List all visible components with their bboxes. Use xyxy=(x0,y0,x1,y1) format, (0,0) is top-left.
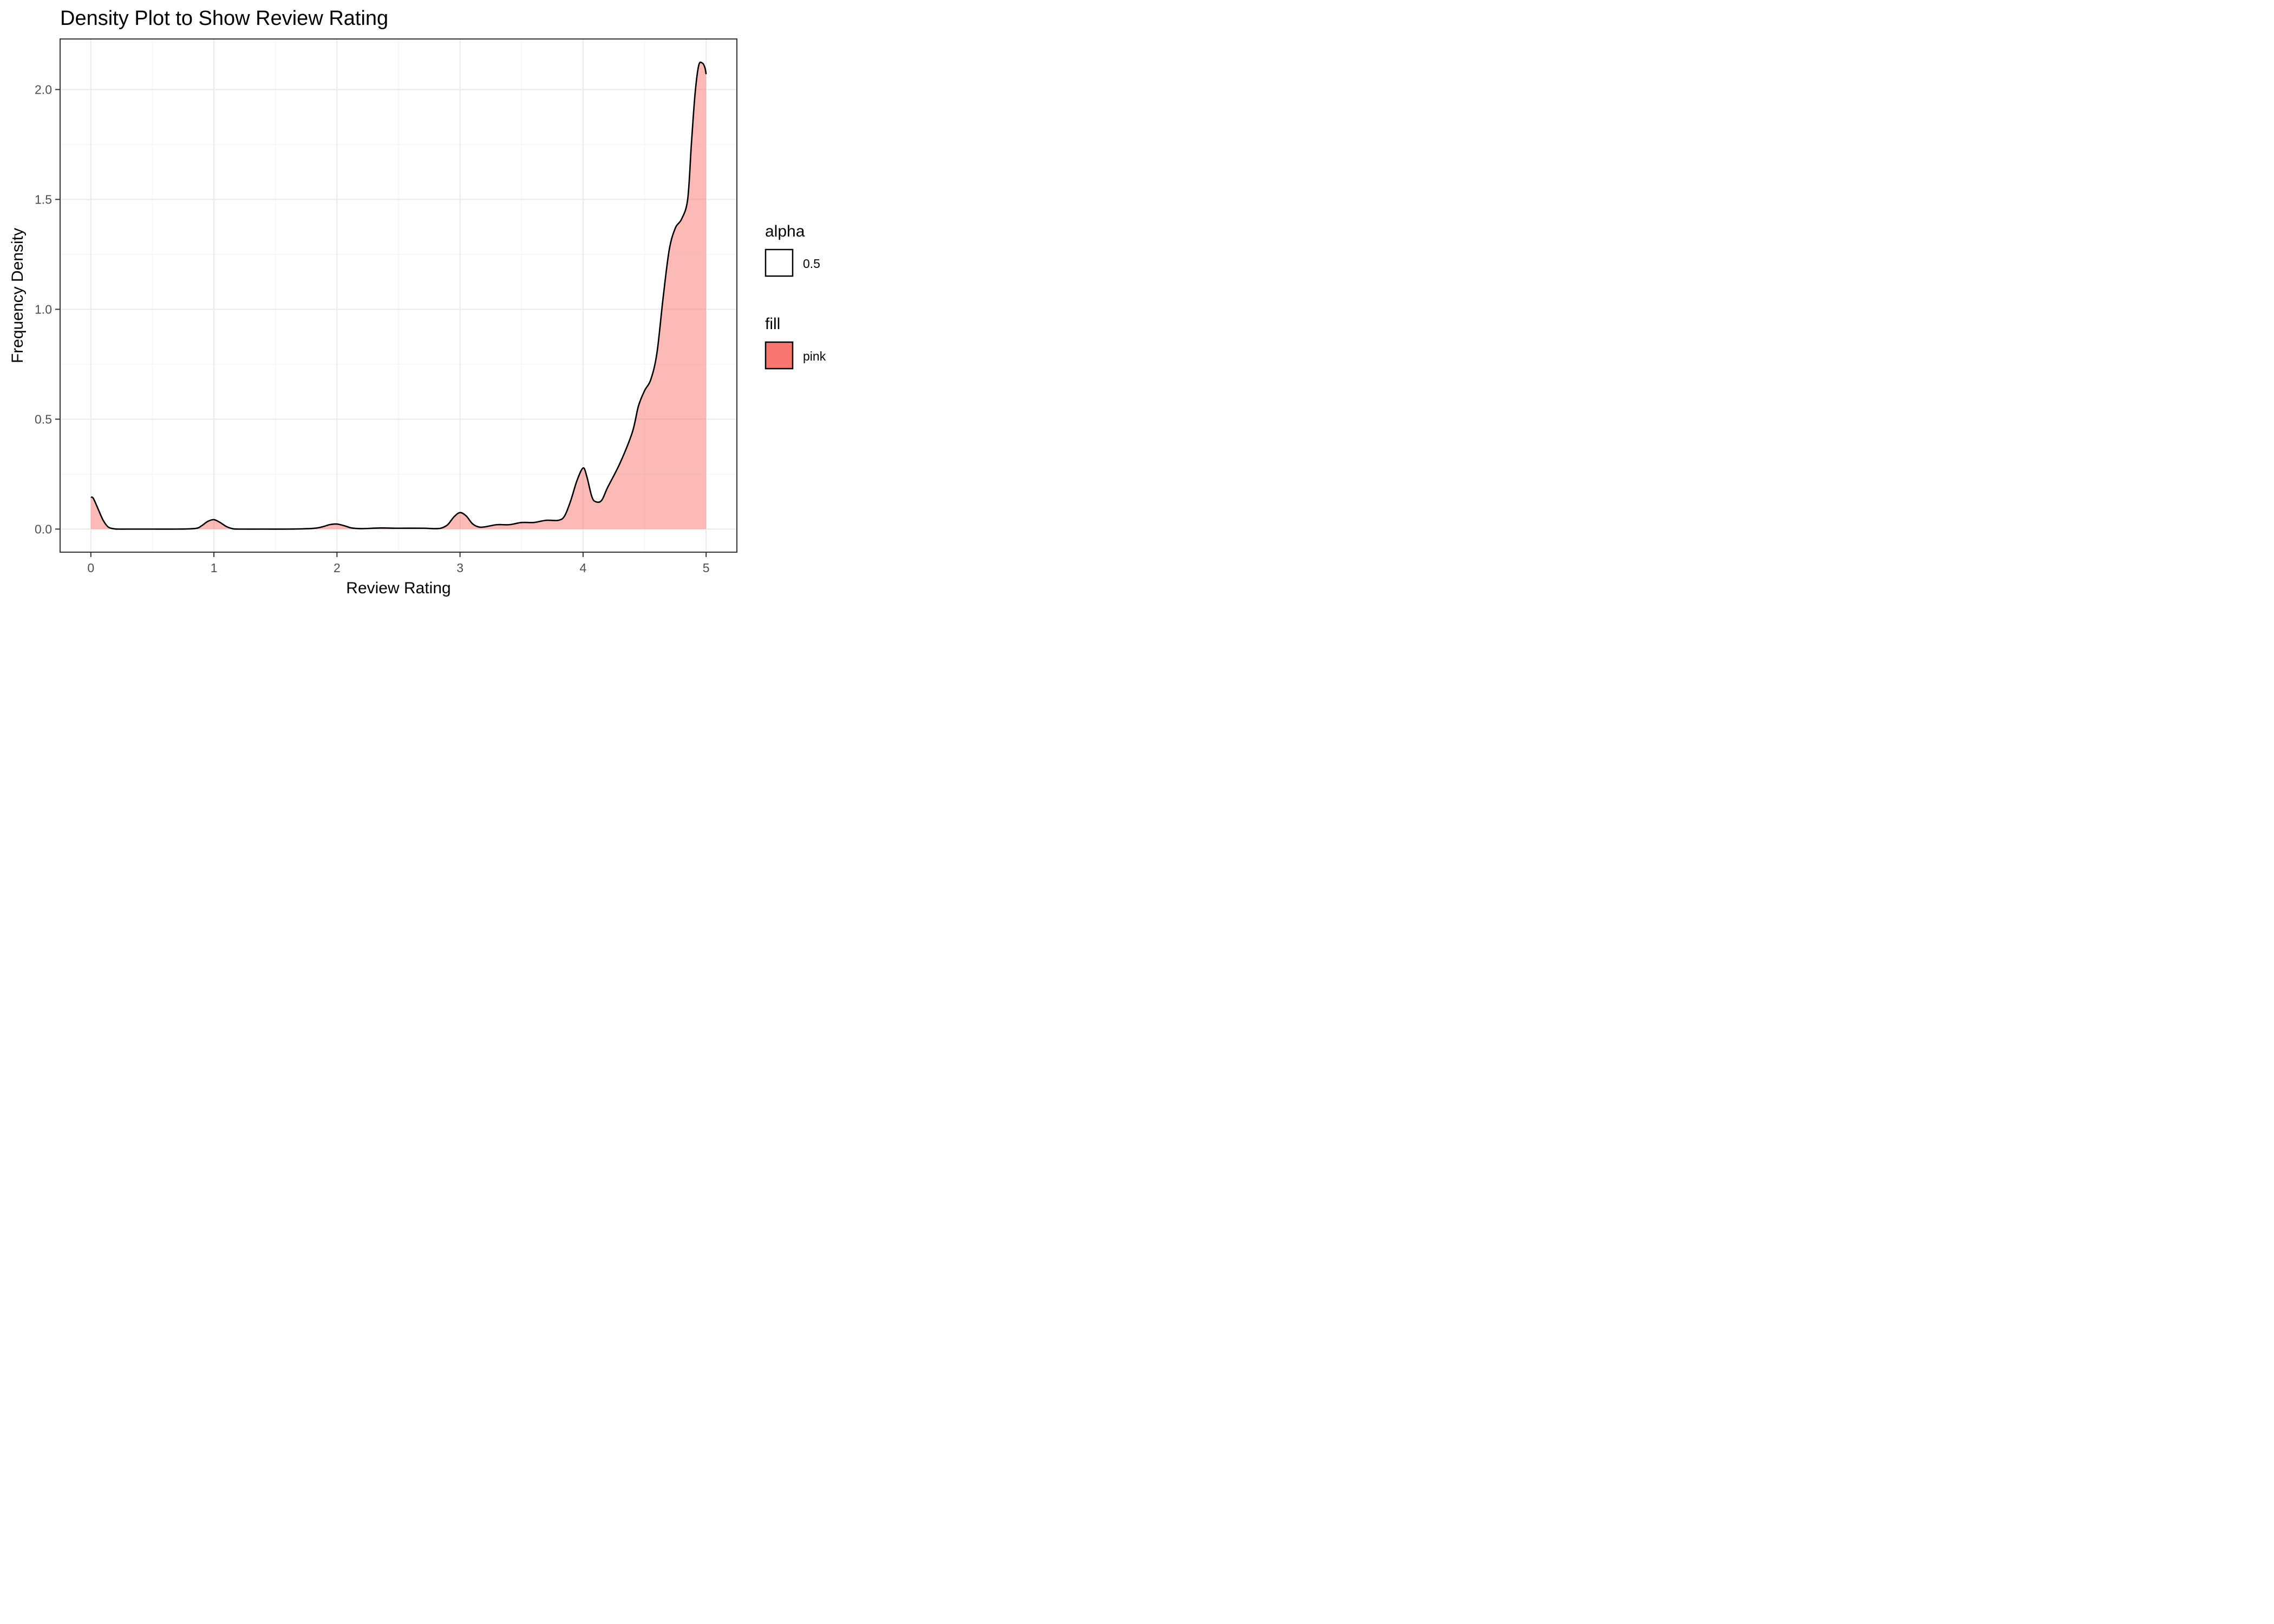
density-area xyxy=(90,62,707,529)
y-tick-label: 1.5 xyxy=(35,192,52,206)
x-tick-label: 1 xyxy=(211,561,218,575)
legend-alpha-key xyxy=(764,248,794,277)
legend-fill-title: fill xyxy=(765,315,780,333)
legend-fill-label: pink xyxy=(803,349,826,363)
density-line xyxy=(90,61,707,530)
y-tick-label: 0.0 xyxy=(35,522,52,536)
legend-fill-key xyxy=(764,341,794,370)
x-tick-label: 3 xyxy=(456,561,463,575)
x-axis-ticks: 0 1 2 3 4 5 xyxy=(87,552,710,575)
density-area-fill xyxy=(90,62,707,529)
legend-fill: fill pink xyxy=(764,315,826,370)
x-tick-label: 2 xyxy=(334,561,341,575)
x-axis-title: Review Rating xyxy=(346,579,450,597)
y-tick-label: 1.0 xyxy=(35,302,52,316)
x-tick-label: 0 xyxy=(87,561,94,575)
panel-border xyxy=(60,38,737,553)
y-axis-ticks: 0.0 0.5 1.0 1.5 2.0 xyxy=(35,82,60,536)
x-tick-label: 5 xyxy=(703,561,710,575)
legend-alpha-title: alpha xyxy=(765,222,805,240)
y-axis-title: Frequency Density xyxy=(9,228,27,363)
legend: alpha 0.5 fill pink xyxy=(764,222,826,370)
density-curve xyxy=(90,61,707,530)
y-tick-label: 0.5 xyxy=(35,412,52,426)
x-tick-label: 4 xyxy=(580,561,587,575)
legend-alpha: alpha 0.5 xyxy=(764,222,820,277)
legend-alpha-label: 0.5 xyxy=(803,257,820,271)
density-chart: 0 1 2 3 4 5 0.0 0.5 1.0 1.5 2.0 Density Plot to S… xyxy=(9,7,826,597)
chart-title: Density Plot to Show Review Rating xyxy=(60,7,388,30)
grid-lines xyxy=(60,39,737,552)
y-tick-label: 2.0 xyxy=(35,82,52,96)
